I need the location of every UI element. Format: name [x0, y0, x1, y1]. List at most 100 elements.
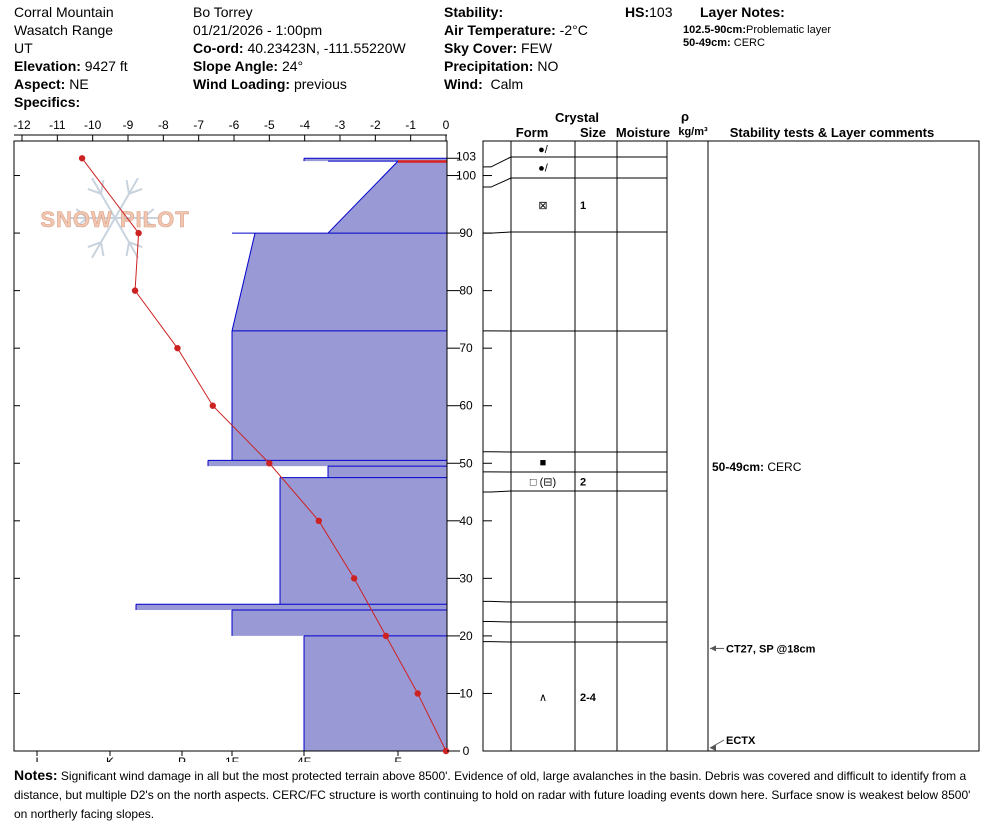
temp-tick-label: -2 [370, 118, 381, 132]
hardness-tick-label: I [35, 755, 38, 762]
air-temp-label: Air Temperature: [444, 22, 556, 38]
sky-value: FEW [521, 40, 553, 56]
slope-label: Slope Angle: [193, 58, 279, 74]
air-temp-value: -2°C [559, 22, 588, 38]
temperature-point [315, 517, 322, 525]
temp-tick-label: -12 [13, 118, 31, 132]
temperature-point [442, 747, 450, 755]
height-tick-label: 40 [459, 514, 473, 528]
temperature-point [78, 155, 86, 162]
snowflake-arm [91, 177, 116, 219]
col-form-heading: Form [516, 125, 549, 140]
temperature-point [350, 575, 358, 582]
temp-tick-label: -5 [264, 118, 275, 132]
snowpilot-logo: SNOW PILOT [40, 177, 189, 259]
coord-row: Co-ord: 40.23423N, -111.55220W [193, 39, 406, 57]
temp-tick-label: -4 [299, 118, 310, 132]
observer-name: Bo Torrey [193, 4, 253, 20]
height-tick-label: 0 [463, 744, 470, 758]
layer-note-text: Problematic layer [746, 24, 831, 36]
aspect-label: Aspect: [14, 76, 66, 92]
snowflake-branch [128, 241, 143, 248]
observation-datetime: 01/21/2026 - 1:00pm [193, 22, 323, 38]
hardness-plot-border [13, 140, 448, 752]
sky-label: Sky Cover: [444, 40, 518, 56]
temperature-point [135, 229, 142, 237]
height-tick-label: 60 [459, 399, 473, 413]
hs-row: HS:103 [625, 3, 672, 21]
comment-text: ECTX [726, 735, 756, 747]
strat-connector [483, 177, 512, 188]
temperature-point [382, 632, 390, 640]
temp-tick-label: -10 [84, 118, 102, 132]
snowflake-arm [114, 177, 139, 219]
height-tick-label: 100 [456, 169, 476, 183]
wind-label: Wind: [444, 76, 483, 92]
state: UT [14, 40, 33, 56]
notes-label: Notes: [14, 767, 58, 783]
grain-form-symbol: ●/ [538, 163, 549, 175]
snow-pit-chart: SNOW PILOT -12 -11 -10 -9 -8 -7 -6 -5 -4 -3 -2 -1 0I… [13, 109, 980, 762]
grain-size-label: 2-4 [580, 692, 597, 704]
stratigraphy-table: Crystal Form Size Moisture ρ kg/m³ Stabi… [482, 109, 980, 752]
hardness-tick-label: 4F [297, 755, 311, 762]
hs-value: 103 [649, 4, 673, 20]
comment-arrowhead [710, 745, 716, 751]
strat-connector [483, 231, 512, 234]
col-size-heading: Size [580, 125, 606, 140]
snowflake-arm [114, 217, 139, 259]
height-tick-label: 80 [459, 284, 473, 298]
comment-range: 50-49cm: [712, 460, 764, 474]
height-tick-label: 20 [459, 629, 473, 643]
hardness-layer-edge [327, 160, 399, 234]
temp-tick-label: -8 [158, 118, 169, 132]
location-name: Corral Mountain [14, 4, 114, 20]
snowflake-branch [75, 217, 88, 228]
slope-row: Slope Angle: 24° [193, 57, 303, 75]
temp-tick-label: -1 [405, 118, 416, 132]
col-stability-heading: Stability tests & Layer comments [730, 125, 934, 140]
temp-tick-label: -3 [335, 118, 346, 132]
layer-note-2: 50-49cm: CERC [683, 37, 765, 50]
comment-body: CERC [764, 460, 802, 474]
problematic-layer-marker [398, 160, 447, 163]
snowflake-branch [125, 242, 130, 257]
height-tick-label: 50 [459, 456, 473, 470]
layer-note-text: CERC [733, 37, 765, 49]
hs-tick-label: 103 [456, 149, 476, 163]
stability-comment: 50-49cm: CERC [712, 460, 802, 474]
plot-frame [13, 140, 448, 752]
grain-size-label: 1 [580, 200, 586, 212]
col-crystal-heading: Crystal [555, 110, 599, 125]
layer-note-1: 102.5-90cm:Problematic layer [683, 24, 831, 37]
elevation-label: Elevation: [14, 58, 81, 74]
comment-text: CT27, SP @18cm [726, 643, 816, 655]
stability-comment: CT27, SP @18cm [710, 643, 816, 655]
snowflake-branch [128, 188, 143, 195]
snowflake-branch [87, 241, 102, 248]
temp-tick-label: -7 [193, 118, 204, 132]
temperature-point [209, 402, 216, 409]
temperature-point [414, 690, 421, 697]
temp-tick-label: -9 [123, 118, 134, 132]
notes-text: Significant wind damage in all but the m… [14, 769, 971, 821]
layer-notes-label: Layer Notes: [700, 4, 785, 20]
grain-form-symbol: ∧ [539, 692, 547, 704]
elevation-row: Elevation: 9427 ft [14, 57, 128, 75]
hardness-tick-label: P [178, 755, 186, 762]
grain-form-symbol: ■ [540, 457, 547, 469]
snowpilot-logo-text: SNOW PILOT [40, 207, 189, 232]
layer-note-range: 50-49cm: [683, 37, 731, 49]
precip-row: Precipitation: NO [444, 57, 558, 75]
snowflake-branch [87, 188, 102, 195]
sky-row: Sky Cover: FEW [444, 39, 552, 57]
wind-loading-label: Wind Loading: [193, 76, 291, 92]
coord-value: 40.23423N, -111.55220W [247, 40, 406, 56]
aspect-value: NE [69, 76, 89, 92]
stability-comment: ECTX [709, 735, 756, 751]
height-tick-label: 10 [459, 686, 473, 700]
layer-note-range: 102.5-90cm: [683, 24, 746, 36]
stability-label: Stability: [444, 4, 504, 20]
temperature-point [131, 287, 139, 294]
col-density-unit: kg/m³ [678, 126, 708, 138]
